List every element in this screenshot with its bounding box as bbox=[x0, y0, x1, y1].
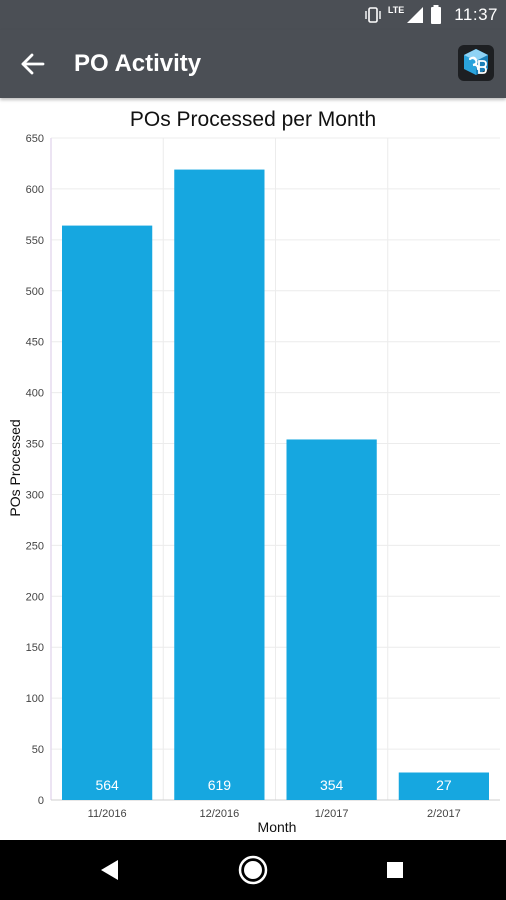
back-triangle-icon[interactable] bbox=[92, 852, 128, 888]
x-tick-label: 12/2016 bbox=[199, 808, 239, 820]
chart-title: POs Processed per Month bbox=[130, 108, 376, 131]
navigation-bar bbox=[0, 840, 506, 900]
status-icons: LTE 11:37 bbox=[364, 0, 498, 30]
y-tick-label: 350 bbox=[26, 439, 44, 451]
battery-icon bbox=[431, 5, 442, 24]
bar-value-label: 27 bbox=[436, 777, 452, 793]
bar bbox=[398, 772, 489, 800]
x-tick-label: 2/2017 bbox=[427, 808, 461, 820]
y-tick-label: 50 bbox=[32, 744, 44, 756]
arrow-back-icon[interactable] bbox=[18, 49, 48, 79]
chart-area: 0 50 100 150 200 250 300 350 400 450 500 550 600 650 5… bbox=[0, 98, 506, 840]
network-type-label: LTE bbox=[387, 5, 405, 15]
status-time: 11:37 bbox=[454, 5, 498, 24]
bar-value-label: 564 bbox=[95, 777, 119, 793]
x-axis-label: Month bbox=[258, 819, 297, 835]
app-logo-icon bbox=[458, 45, 494, 81]
bar-value-label: 354 bbox=[320, 777, 344, 793]
page-title: PO Activity bbox=[74, 50, 202, 77]
signal-icon bbox=[407, 7, 424, 23]
y-tick-label: 550 bbox=[26, 235, 44, 247]
bar-chart: 0 50 100 150 200 250 300 350 400 450 500 550 600 650 5… bbox=[7, 108, 500, 835]
home-circle-icon[interactable] bbox=[235, 852, 271, 888]
app-bar: PO Activity bbox=[0, 30, 506, 98]
bar bbox=[174, 169, 265, 800]
x-tick-label: 1/2017 bbox=[315, 808, 349, 820]
x-tick-label: 11/2016 bbox=[88, 808, 127, 820]
bar-value-label: 619 bbox=[208, 777, 232, 793]
bar bbox=[62, 225, 153, 800]
y-tick-label: 250 bbox=[26, 540, 44, 552]
vibrate-icon bbox=[365, 7, 381, 23]
y-tick-label: 200 bbox=[26, 591, 44, 603]
y-tick-label: 100 bbox=[26, 693, 44, 705]
bar bbox=[286, 439, 377, 800]
y-tick-label: 150 bbox=[26, 642, 44, 654]
y-tick-label: 400 bbox=[26, 388, 44, 400]
y-tick-label: 600 bbox=[26, 184, 44, 196]
recents-square-icon[interactable] bbox=[377, 852, 413, 888]
y-tick-label: 300 bbox=[26, 489, 44, 501]
status-bar: LTE 11:37 bbox=[0, 0, 506, 30]
y-tick-label: 450 bbox=[26, 337, 44, 349]
y-axis-label: POs Processed bbox=[7, 419, 23, 516]
y-tick-label: 650 bbox=[26, 133, 44, 145]
y-tick-label: 0 bbox=[38, 795, 44, 807]
y-tick-label: 500 bbox=[26, 286, 44, 298]
